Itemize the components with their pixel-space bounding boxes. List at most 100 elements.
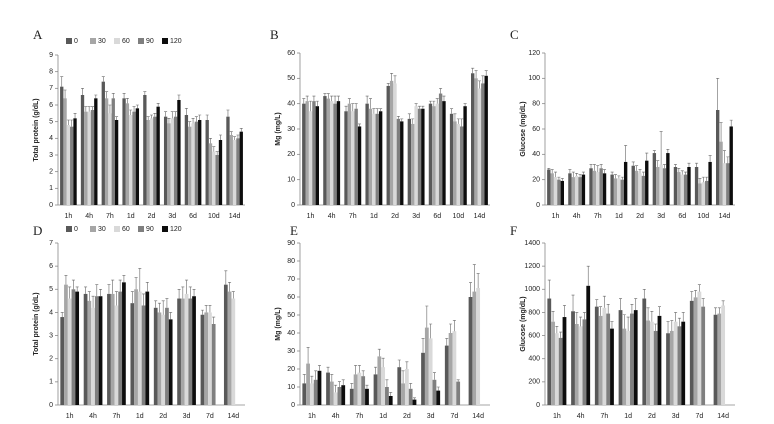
- y-tick-label: 0: [291, 202, 295, 209]
- legend-label: 30: [98, 38, 106, 45]
- error-bar: [354, 103, 358, 109]
- bar: [442, 101, 446, 205]
- error-bar: [452, 320, 456, 332]
- bar: [642, 298, 647, 405]
- bar: [610, 328, 614, 405]
- x-tick-label: 2d: [648, 413, 656, 420]
- error-bar: [397, 359, 401, 368]
- bar: [586, 285, 591, 405]
- bar: [653, 330, 658, 405]
- error-bar: [326, 93, 330, 99]
- error-bar: [642, 288, 646, 299]
- error-bar: [305, 95, 309, 102]
- bar: [108, 113, 112, 205]
- y-axis-title: Mg (mg/L): [275, 307, 282, 340]
- legend-swatch: [66, 226, 72, 232]
- error-bar: [314, 370, 318, 380]
- y-tick-label: 1200: [524, 263, 540, 270]
- bar: [666, 333, 670, 405]
- error-bar: [409, 383, 413, 389]
- bar: [602, 307, 607, 405]
- x-tick-label: 6d: [433, 213, 441, 220]
- bar: [571, 177, 575, 205]
- y-axis-title: Total protein (g/dL): [33, 292, 40, 355]
- error-bar: [60, 76, 64, 87]
- bar: [163, 116, 168, 205]
- bar: [474, 78, 478, 205]
- error-bar: [721, 300, 725, 306]
- error-bar: [90, 106, 94, 110]
- error-bar: [372, 108, 376, 114]
- error-bar: [302, 98, 306, 104]
- bar: [683, 174, 688, 205]
- bar: [373, 374, 378, 405]
- x-tick-label: 2d: [636, 213, 644, 220]
- bar: [592, 170, 597, 205]
- bar: [452, 331, 457, 405]
- x-tick-label: 2d: [159, 413, 167, 420]
- bar: [662, 168, 667, 205]
- error-bar: [571, 294, 575, 312]
- bar: [204, 312, 209, 405]
- error-bar: [150, 114, 153, 119]
- error-bar: [205, 114, 209, 120]
- legend-swatch: [90, 226, 96, 232]
- y-tick-label: 120: [528, 50, 540, 57]
- y-tick-label: 30: [287, 126, 295, 133]
- bar: [184, 115, 189, 205]
- x-tick-label: 2d: [148, 213, 156, 220]
- error-bar: [599, 306, 603, 316]
- bar: [188, 126, 192, 205]
- error-bar: [610, 171, 614, 175]
- x-tick-label: 4h: [89, 413, 97, 420]
- error-bar: [592, 164, 596, 171]
- error-bar: [111, 93, 115, 99]
- error-bar: [60, 312, 64, 318]
- error-bar: [393, 75, 397, 84]
- error-bar: [66, 119, 70, 125]
- bar: [626, 330, 631, 405]
- bar: [557, 179, 561, 205]
- bar: [125, 103, 130, 205]
- error-bar: [646, 307, 650, 321]
- x-tick-label: 7h: [113, 413, 121, 420]
- x-tick-label: 1h: [64, 213, 72, 220]
- error-bar: [610, 321, 614, 329]
- error-bar: [312, 95, 316, 102]
- bar: [90, 110, 95, 205]
- error-bar: [226, 109, 230, 117]
- bar: [448, 333, 453, 405]
- error-bar: [177, 288, 181, 299]
- bar: [673, 167, 678, 205]
- x-tick-label: 1h: [308, 413, 316, 420]
- error-bar: [575, 173, 579, 176]
- bar: [381, 367, 386, 405]
- error-bar: [442, 95, 446, 102]
- error-bar: [347, 98, 351, 104]
- error-bar: [239, 128, 243, 132]
- y-tick-label: 5: [49, 119, 53, 126]
- bar: [161, 314, 166, 405]
- x-tick-label: 1h: [66, 413, 74, 420]
- y-tick-label: 0: [536, 402, 540, 409]
- bar: [305, 101, 309, 205]
- bar: [582, 319, 587, 405]
- bar: [67, 298, 72, 405]
- bar: [329, 101, 334, 205]
- error-bar: [469, 282, 473, 297]
- error-bar: [677, 167, 681, 173]
- error-bar: [379, 108, 383, 112]
- error-bar: [94, 94, 98, 99]
- bar: [589, 168, 593, 205]
- bar: [135, 108, 140, 205]
- bar: [574, 324, 579, 405]
- error-bar: [547, 279, 551, 299]
- bar: [438, 93, 443, 205]
- bar: [312, 101, 316, 205]
- error-bar: [200, 309, 204, 315]
- y-tick-label: 9: [49, 52, 53, 59]
- bar: [129, 115, 133, 205]
- error-bar: [75, 286, 79, 292]
- error-bar: [641, 171, 645, 176]
- bar: [137, 291, 142, 405]
